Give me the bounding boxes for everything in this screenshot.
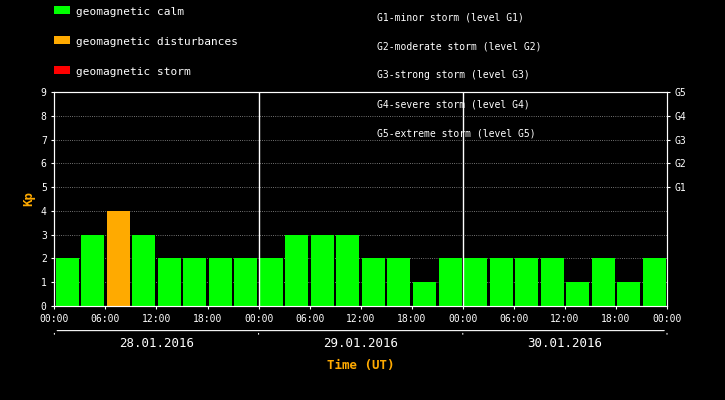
Text: 28.01.2016: 28.01.2016 — [119, 336, 194, 350]
Bar — [541, 258, 563, 306]
Bar — [439, 258, 462, 306]
Bar — [489, 258, 513, 306]
Bar — [617, 282, 640, 306]
Bar — [643, 258, 666, 306]
Bar — [464, 258, 487, 306]
Bar — [107, 211, 130, 306]
Bar — [209, 258, 232, 306]
Text: geomagnetic storm: geomagnetic storm — [76, 67, 191, 77]
Bar — [387, 258, 410, 306]
Text: geomagnetic disturbances: geomagnetic disturbances — [76, 37, 238, 47]
Bar — [132, 235, 155, 306]
Text: 30.01.2016: 30.01.2016 — [527, 336, 602, 350]
Bar — [234, 258, 257, 306]
Text: 29.01.2016: 29.01.2016 — [323, 336, 398, 350]
Text: geomagnetic calm: geomagnetic calm — [76, 7, 184, 17]
Bar — [56, 258, 78, 306]
Text: G1-minor storm (level G1): G1-minor storm (level G1) — [377, 12, 524, 22]
Bar — [158, 258, 181, 306]
Y-axis label: Kp: Kp — [22, 192, 36, 206]
Bar — [260, 258, 283, 306]
Bar — [413, 282, 436, 306]
Bar — [566, 282, 589, 306]
Bar — [311, 235, 334, 306]
Bar — [81, 235, 104, 306]
Bar — [362, 258, 385, 306]
Text: Time (UT): Time (UT) — [327, 360, 394, 372]
Bar — [336, 235, 360, 306]
Bar — [183, 258, 206, 306]
Text: G5-extreme storm (level G5): G5-extreme storm (level G5) — [377, 129, 536, 139]
Text: G2-moderate storm (level G2): G2-moderate storm (level G2) — [377, 41, 542, 51]
Text: G4-severe storm (level G4): G4-severe storm (level G4) — [377, 100, 530, 110]
Bar — [592, 258, 615, 306]
Bar — [515, 258, 538, 306]
Bar — [286, 235, 308, 306]
Text: G3-strong storm (level G3): G3-strong storm (level G3) — [377, 70, 530, 80]
